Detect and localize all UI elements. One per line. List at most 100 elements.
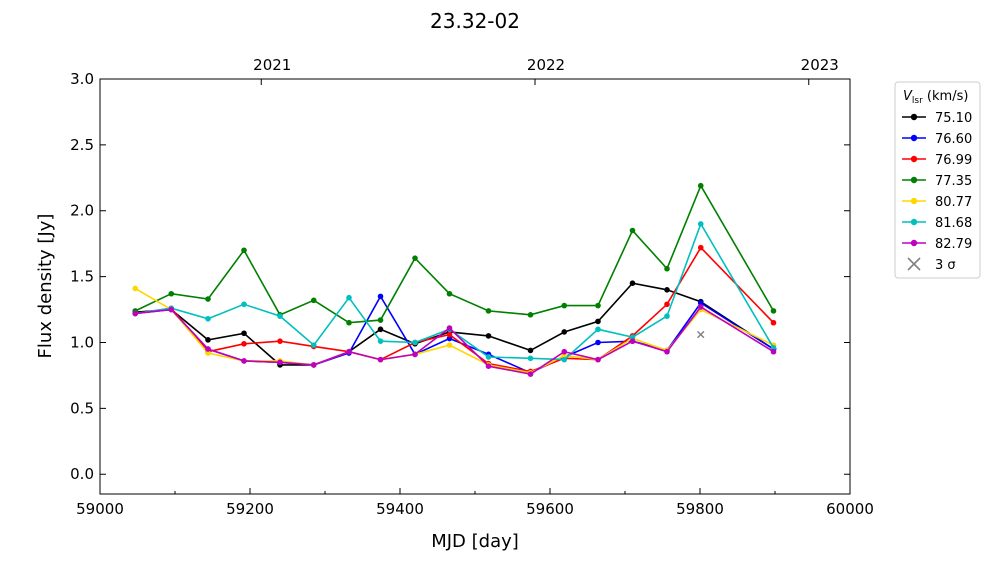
data-point bbox=[595, 339, 601, 346]
x-tick-label: 59400 bbox=[376, 500, 424, 518]
legend-entry: 76.99 bbox=[902, 153, 972, 168]
legend-label: 76.99 bbox=[935, 153, 972, 168]
series-line bbox=[134, 183, 775, 324]
data-point bbox=[485, 308, 492, 314]
data-point bbox=[205, 315, 211, 322]
x-tick-label: 59000 bbox=[76, 500, 124, 518]
data-point bbox=[446, 331, 453, 338]
legend-entry: 77.35 bbox=[902, 174, 972, 189]
top-axis-year-label: 2022 bbox=[527, 56, 565, 74]
data-point bbox=[132, 285, 139, 292]
legend-x-marker bbox=[907, 257, 921, 271]
data-point bbox=[664, 348, 670, 355]
legend-frame bbox=[894, 81, 981, 279]
data-point bbox=[527, 312, 534, 318]
data-point bbox=[485, 333, 492, 339]
y-tick-label: 0.0 bbox=[70, 465, 94, 483]
legend-label: 80.77 bbox=[935, 195, 972, 210]
data-point bbox=[168, 306, 175, 313]
data-point bbox=[241, 301, 247, 308]
y-tick-label: 3.0 bbox=[70, 70, 94, 88]
data-point bbox=[527, 347, 534, 354]
legend-swatch-marker bbox=[910, 155, 918, 163]
legend-label: 82.79 bbox=[935, 237, 972, 252]
data-point bbox=[629, 280, 636, 287]
data-point bbox=[664, 286, 670, 293]
data-point bbox=[377, 317, 384, 323]
legend-entry: 75.10 bbox=[902, 111, 972, 126]
data-point bbox=[770, 308, 777, 314]
data-point bbox=[629, 334, 636, 341]
y-tick-label: 2.0 bbox=[70, 202, 94, 220]
data-point bbox=[310, 342, 317, 348]
data-point bbox=[561, 356, 568, 363]
data-point bbox=[310, 297, 317, 304]
x-tick-label: 59200 bbox=[226, 500, 274, 518]
legend-swatch-marker bbox=[910, 239, 918, 247]
y-tick-label: 1.5 bbox=[70, 268, 94, 286]
data-point bbox=[377, 293, 384, 300]
legend-title-symbol: V bbox=[903, 89, 913, 104]
legend-entry: 82.79 bbox=[902, 237, 972, 252]
data-point bbox=[168, 290, 175, 297]
series-line bbox=[134, 287, 774, 374]
data-point bbox=[697, 300, 704, 306]
y-tick-label: 1.0 bbox=[70, 333, 94, 351]
series-77-35 bbox=[132, 182, 777, 326]
data-point bbox=[485, 354, 492, 360]
legend-label: 77.35 bbox=[935, 174, 972, 189]
data-point bbox=[205, 296, 211, 302]
legend-title-subscript: lsr bbox=[912, 96, 923, 106]
data-point bbox=[629, 338, 636, 344]
data-point bbox=[770, 319, 777, 326]
x-tick-label: 60000 bbox=[826, 500, 874, 518]
data-point bbox=[241, 341, 247, 347]
x-tick-label: 59600 bbox=[526, 500, 574, 518]
legend-entry-limits: 3 σ bbox=[907, 257, 956, 273]
data-point bbox=[205, 346, 211, 352]
data-point bbox=[664, 265, 670, 272]
data-point bbox=[485, 363, 492, 370]
data-point bbox=[205, 350, 211, 356]
data-point bbox=[446, 335, 453, 342]
legend-label: 76.60 bbox=[935, 132, 972, 147]
axes: 59000 59200 59400 59600 59800 60000 0.0 0.5 1.0 1… bbox=[70, 56, 874, 518]
legend-entries: 75.10 76.60 76.99 77.35 80.77 81.68 82.79 3 σ bbox=[902, 111, 972, 273]
data-point bbox=[595, 356, 601, 363]
series-layer bbox=[132, 182, 777, 377]
series-line bbox=[135, 305, 774, 375]
data-point bbox=[277, 338, 283, 344]
data-point bbox=[664, 301, 670, 308]
legend-entry: 76.60 bbox=[902, 132, 972, 147]
data-point bbox=[527, 371, 534, 377]
data-point bbox=[446, 290, 453, 297]
data-point bbox=[664, 313, 670, 319]
data-point bbox=[412, 351, 418, 358]
data-point bbox=[310, 362, 317, 368]
data-point bbox=[527, 355, 534, 362]
data-point bbox=[629, 227, 636, 234]
legend: Vlsr (km/s) 75.10 76.60 76.99 77.35 80.77 81.… bbox=[894, 81, 981, 279]
upper-limit-marker bbox=[697, 330, 705, 339]
data-point bbox=[346, 294, 352, 301]
y-axis-label: Flux density [Jy] bbox=[35, 214, 56, 359]
data-point bbox=[770, 348, 777, 355]
series-80-77 bbox=[132, 285, 777, 376]
top-axis-year-label: 2021 bbox=[253, 56, 291, 74]
data-point bbox=[561, 302, 568, 309]
series-line bbox=[135, 222, 775, 361]
data-point bbox=[377, 356, 384, 363]
upper-limits-layer bbox=[697, 330, 705, 339]
legend-entry: 81.68 bbox=[902, 216, 972, 231]
legend-swatch-marker bbox=[910, 197, 918, 205]
series-line bbox=[135, 246, 775, 373]
data-point bbox=[346, 319, 352, 326]
x-tick-label: 59800 bbox=[676, 500, 724, 518]
series-line bbox=[135, 294, 774, 374]
data-point bbox=[697, 244, 704, 251]
legend-label: 81.68 bbox=[935, 216, 972, 231]
data-point bbox=[697, 221, 704, 227]
legend-swatch-marker bbox=[910, 218, 918, 226]
legend-entry: 80.77 bbox=[902, 195, 972, 210]
data-point bbox=[595, 326, 601, 333]
